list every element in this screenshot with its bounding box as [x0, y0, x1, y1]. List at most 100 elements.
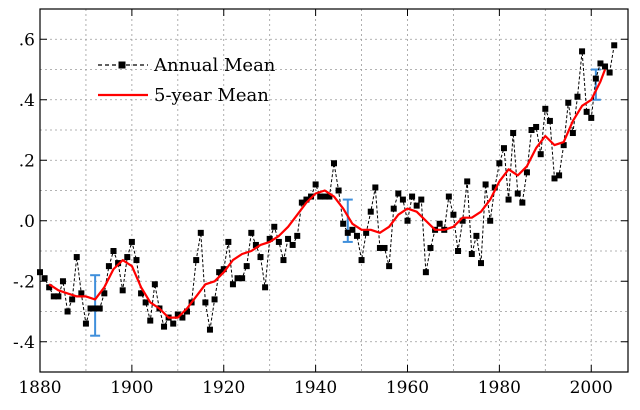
annual-mean-point: [597, 60, 604, 67]
annual-mean-point: [514, 190, 521, 197]
annual-mean-point: [537, 151, 544, 158]
annual-mean-point: [500, 145, 507, 152]
annual-mean-point: [569, 130, 576, 137]
axis-ticks: [39, 9, 628, 372]
annual-mean-point: [358, 257, 365, 264]
annual-mean-point: [179, 314, 186, 321]
annual-mean-point: [349, 226, 356, 233]
annual-mean-point: [455, 248, 462, 254]
annual-mean-point: [395, 190, 402, 197]
y-axis-tick-labels: .6 .4 .2 .0 -.2 -.4: [13, 30, 35, 353]
annual-mean-series: [37, 42, 618, 333]
annual-mean-point: [197, 229, 204, 236]
annual-mean-point: [252, 241, 259, 248]
y-tick-label: .2: [19, 151, 35, 171]
annual-mean-point: [161, 323, 168, 330]
five-year-mean-series: [48, 69, 607, 319]
y-tick-label: -.4: [13, 333, 35, 353]
annual-mean-point: [101, 290, 108, 297]
x-tick-label: 1900: [110, 378, 153, 398]
annual-mean-point: [46, 284, 53, 291]
error-bar: [90, 274, 101, 337]
annual-mean-point: [92, 305, 99, 312]
annual-mean-point: [220, 266, 227, 273]
annual-mean-point: [491, 184, 498, 191]
annual-mean-point: [50, 293, 57, 300]
annual-mean-point: [202, 299, 209, 306]
annual-mean-point: [611, 42, 618, 49]
annual-mean-point: [363, 229, 370, 236]
annual-mean-point: [390, 205, 397, 212]
annual-mean-point: [248, 229, 255, 236]
annual-mean-point: [528, 127, 535, 133]
annual-mean-point: [271, 223, 278, 230]
annual-mean-point: [211, 296, 218, 303]
y-tick-label: .0: [19, 212, 35, 232]
annual-mean-point: [119, 287, 126, 294]
annual-mean-point: [464, 178, 471, 185]
x-tick-label: 1980: [478, 378, 521, 398]
annual-mean-point: [565, 99, 572, 106]
annual-mean-point: [105, 263, 112, 270]
annual-mean-point: [478, 260, 484, 267]
annual-mean-point: [317, 193, 324, 200]
annual-mean-point: [289, 241, 296, 248]
grid-lines: [40, 9, 628, 372]
annual-mean-point: [367, 208, 374, 215]
legend-label-annual-mean: Annual Mean: [153, 55, 276, 76]
annual-mean-point: [96, 305, 103, 312]
annual-mean-point: [275, 238, 282, 245]
annual-mean-point: [280, 257, 287, 264]
annual-mean-point: [303, 196, 310, 203]
annual-mean-point: [487, 217, 494, 224]
annual-mean-point: [399, 196, 406, 203]
annual-mean-point: [459, 217, 466, 224]
annual-mean-point: [64, 308, 71, 315]
annual-mean-point: [59, 278, 66, 285]
annual-mean-point: [413, 202, 420, 209]
annual-mean-point: [206, 326, 213, 333]
annual-mean-point: [574, 93, 581, 100]
annual-mean-point: [546, 117, 553, 124]
annual-mean-point: [229, 281, 236, 288]
annual-mean-point: [151, 281, 158, 288]
annual-mean-point: [505, 196, 512, 203]
annual-mean-point: [321, 193, 328, 200]
annual-mean-point: [602, 63, 609, 70]
annual-mean-point: [386, 263, 393, 270]
annual-mean-point: [110, 248, 117, 254]
annual-mean-point: [340, 220, 347, 227]
annual-mean-point: [409, 193, 416, 200]
annual-mean-point: [510, 130, 517, 137]
annual-mean-point: [124, 254, 131, 261]
annual-mean-point: [174, 311, 181, 318]
legend: Annual Mean 5-year Mean: [98, 55, 276, 106]
annual-mean-point: [579, 48, 586, 55]
annual-mean-point: [422, 269, 429, 276]
annual-mean-point: [216, 269, 223, 276]
annual-mean-point: [170, 320, 177, 327]
annual-mean-point: [69, 296, 76, 303]
annual-mean-point: [266, 235, 273, 242]
x-tick-label: 1920: [202, 378, 245, 398]
annual-mean-point: [184, 308, 190, 315]
annual-mean-point: [606, 69, 613, 76]
annual-mean-point: [87, 305, 94, 312]
annual-mean-point: [312, 181, 319, 188]
annual-mean-point: [193, 257, 200, 264]
x-axis-tick-labels: 1880 1900 1920 1940 1960 1980 2000: [18, 378, 613, 398]
annual-mean-point: [427, 244, 434, 251]
annual-mean-point: [326, 193, 333, 200]
annual-mean-point: [344, 229, 351, 236]
annual-mean-point: [482, 181, 489, 188]
annual-mean-point: [551, 175, 558, 182]
annual-mean-point: [496, 160, 503, 167]
annual-mean-point: [331, 160, 337, 167]
y-tick-label: .4: [19, 91, 35, 111]
annual-mean-point: [450, 211, 457, 218]
annual-mean-point: [294, 232, 301, 239]
annual-mean-point: [592, 75, 599, 82]
annual-mean-point: [55, 293, 62, 300]
x-tick-label: 1940: [294, 378, 337, 398]
